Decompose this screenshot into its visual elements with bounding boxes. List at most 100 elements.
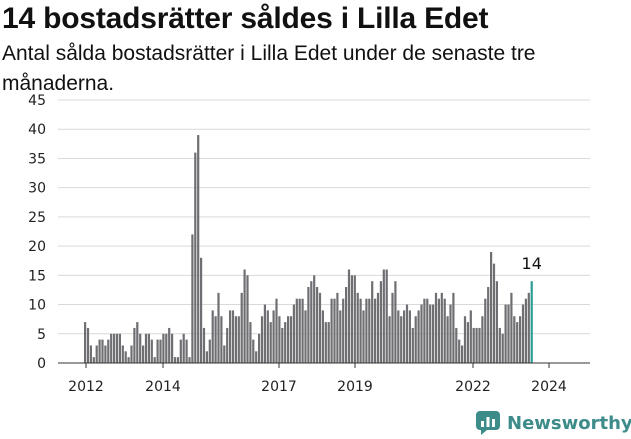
bar [211,310,214,363]
bar [452,292,455,363]
bar [84,322,87,363]
bar [231,310,235,363]
bar [353,275,356,363]
x-tick-label: 2022 [455,379,491,395]
bar [336,292,339,363]
bar [324,322,327,363]
bar [92,357,95,363]
bar [417,310,420,363]
bar [182,333,185,363]
bar [388,316,391,363]
bar [191,234,194,363]
bar [258,333,261,363]
bar [449,304,452,363]
chart-subtitle: Antal sålda bostadsrätter i Lilla Edet u… [2,42,536,95]
bar [86,327,90,363]
bar [278,316,281,363]
bar [165,333,168,363]
newsworthy-logo-text: Newsworthy [507,412,631,434]
bar [98,339,101,363]
bar [516,322,519,363]
y-tick-label: 20 [28,239,46,255]
y-tick-label: 40 [28,122,46,138]
y-tick-label: 25 [28,210,46,226]
bar [275,298,278,363]
bar [168,327,171,363]
bar [469,310,472,363]
y-tick-label: 35 [28,151,46,167]
bar [159,339,162,363]
bar [104,345,107,363]
bar [263,304,266,363]
bar [443,298,446,363]
x-tick-label: 2024 [531,379,567,395]
bar [379,281,382,363]
x-tick-label: 2017 [261,379,297,395]
bar [318,292,322,363]
bar [173,357,177,363]
bar [220,316,223,363]
y-tick-label: 30 [28,181,46,197]
x-tick-label: 2014 [145,379,181,395]
bar [495,281,498,363]
bar [243,269,246,363]
bar [176,357,179,363]
bar [260,316,264,363]
bar [115,333,119,363]
bar [405,304,409,363]
bar [202,327,206,363]
bar [350,275,353,363]
bar [130,345,133,363]
bar [313,275,316,363]
bar [359,298,362,363]
bar [281,327,284,363]
y-tick-label: 10 [28,298,46,314]
bar [200,257,203,363]
bar [432,304,435,363]
bar [519,316,522,363]
bar [426,298,429,363]
bar [301,298,304,363]
bar [124,351,127,363]
bar [408,310,411,363]
bar [142,345,145,363]
bar [229,310,232,363]
bar [208,339,211,363]
bar [446,316,449,363]
y-tick-label: 45 [28,93,46,109]
bar [185,339,188,363]
bar [217,292,220,363]
bar [133,327,136,363]
bar [269,322,272,363]
bar [391,292,394,363]
bar [327,322,330,363]
bar [466,322,469,363]
bar [420,304,423,363]
bar [342,298,345,363]
bar [118,333,121,363]
bar [246,275,249,363]
bar [510,292,513,363]
bar [403,310,406,363]
bar [478,327,481,363]
bar [501,333,504,363]
bar [295,298,298,363]
bar [321,310,324,363]
bar [440,292,443,363]
bar [194,152,197,363]
bar [266,310,269,363]
bar [136,322,139,363]
bar [197,135,200,363]
bar [107,339,110,363]
bar [397,310,400,363]
bar [487,287,490,363]
bar [121,345,124,363]
bar [255,351,258,363]
bar [345,287,348,363]
bar [110,333,113,363]
bar [374,298,377,363]
bar [156,339,159,363]
bar [89,345,92,363]
bar [333,298,336,363]
